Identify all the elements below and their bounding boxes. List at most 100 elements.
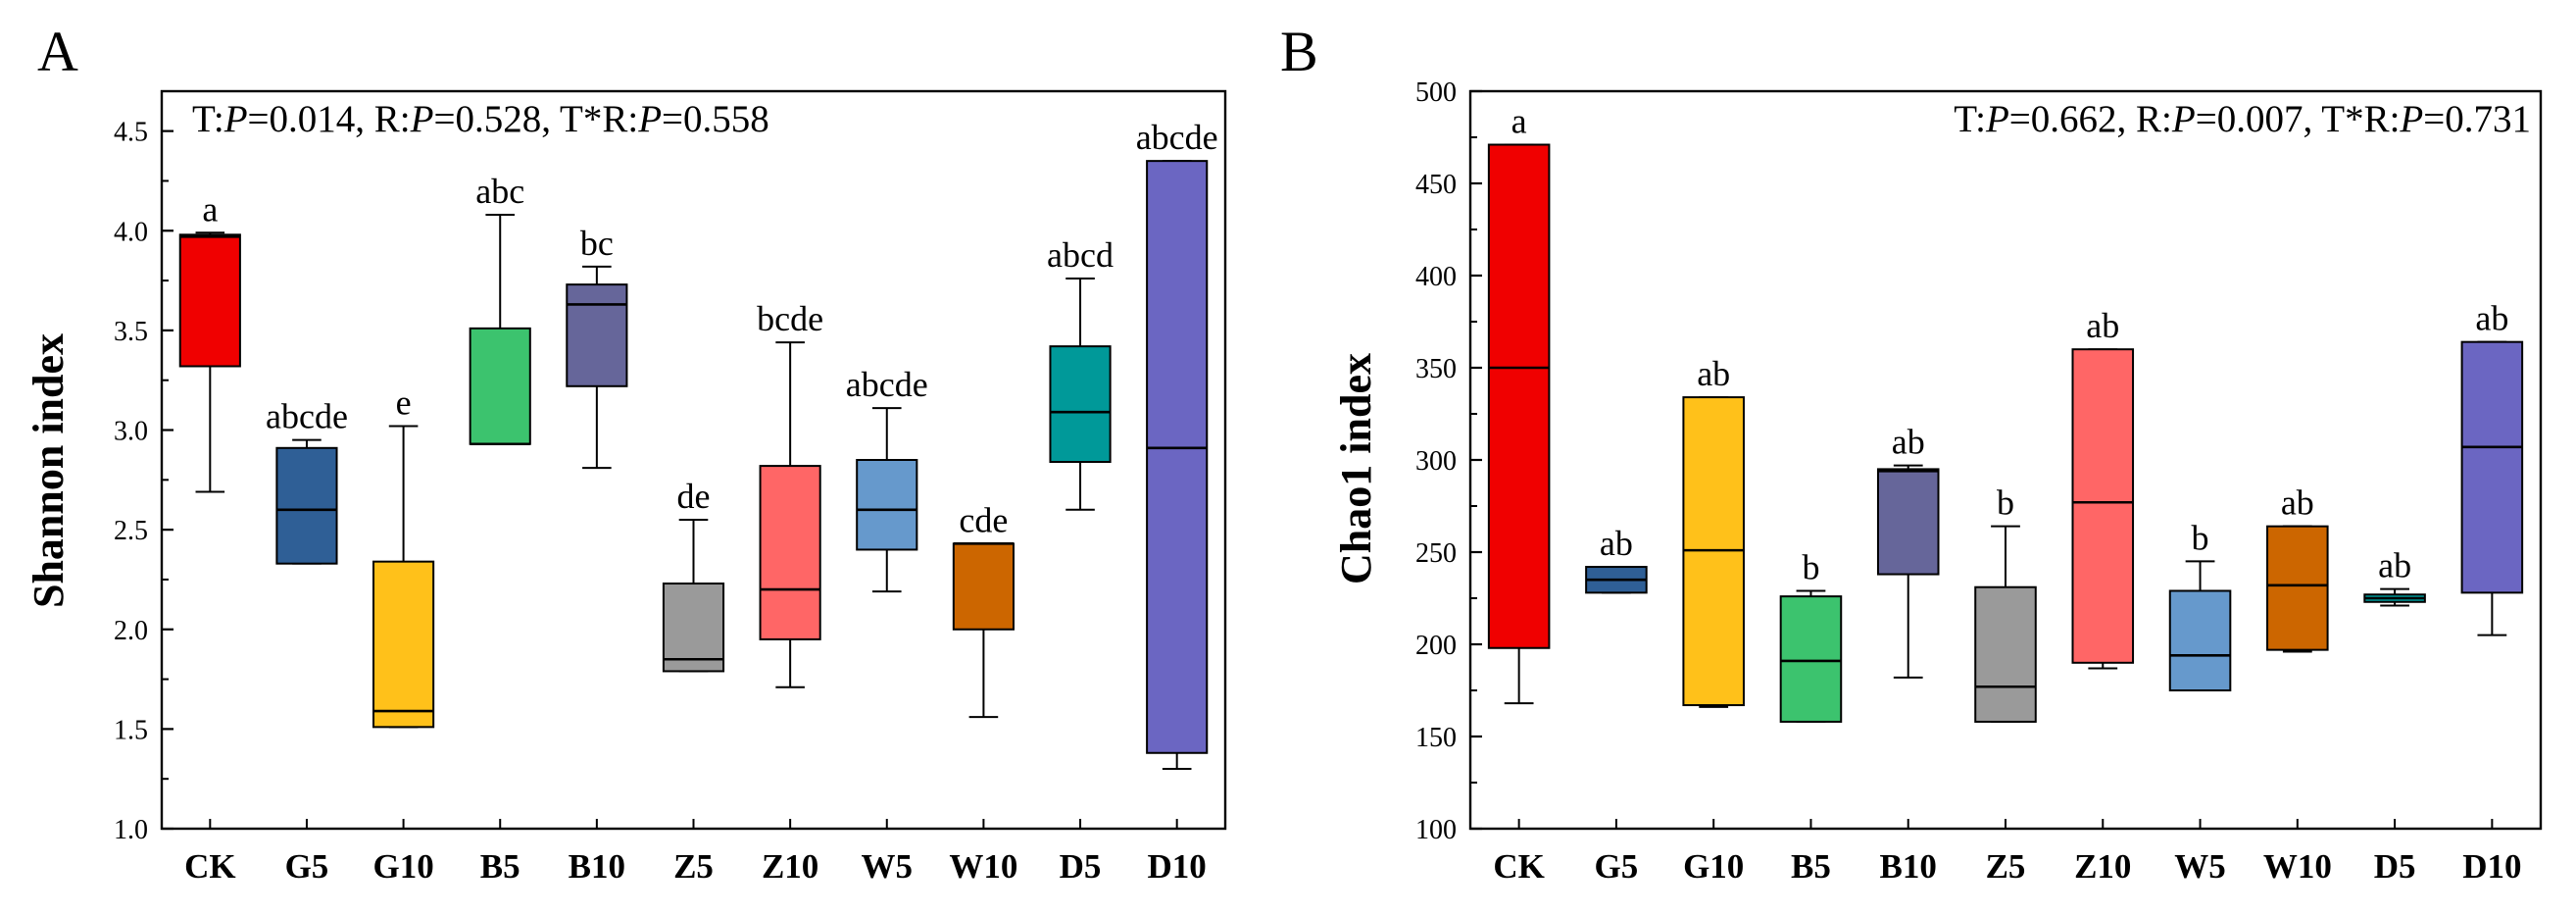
iqr-box [1974, 585, 2037, 723]
category-label: W5 [2174, 847, 2226, 886]
significance-letter: b [1802, 547, 1819, 586]
box-b5: b [1779, 547, 1843, 723]
chao1-plot: 100 150 200 250 300 350 400 450 500 a CK ab G5 ab G10 b… [1415, 77, 2543, 886]
category-label: Z10 [2074, 847, 2131, 886]
y-tick-label: 2.0 [114, 616, 148, 646]
category-label: D5 [2374, 847, 2416, 886]
significance-letter: ab [2475, 299, 2508, 338]
y-tick-label: 1.0 [114, 815, 148, 845]
significance-letter: abcde [846, 365, 928, 404]
y-tick-label: 150 [1415, 723, 1457, 753]
significance-letter: ab [1600, 524, 1633, 563]
y-tick-label: 100 [1415, 815, 1457, 845]
box-d10: abcde [1136, 118, 1218, 771]
box-z10: bcde [757, 299, 823, 688]
box-w10: ab [2266, 483, 2329, 653]
significance-letter: de [677, 477, 711, 516]
box-g10: e [372, 382, 435, 729]
panel-a: A 1.01.52.02.53.03.54.04.5aCKabcdeG5eG10… [25, 20, 1227, 886]
box-ck: a [178, 189, 241, 493]
iqr-box [1487, 143, 1551, 649]
significance-letter: bc [580, 224, 614, 263]
iqr-box [2266, 525, 2329, 651]
category-label: B10 [569, 847, 625, 886]
box-d5: ab [2363, 546, 2426, 607]
category-label: G10 [1683, 847, 1744, 886]
significance-letter: abcde [266, 397, 348, 436]
category-label: B5 [1791, 847, 1831, 886]
y-tick-label: 2.5 [114, 516, 148, 546]
shannon-y-axis-label: Shannon index [25, 333, 73, 608]
category-label: G10 [372, 847, 433, 886]
y-tick-label: 200 [1415, 631, 1457, 661]
iqr-box [2168, 589, 2232, 691]
y-tick-label: 4.0 [114, 217, 148, 247]
iqr-box [1146, 160, 1209, 754]
y-tick-label: 3.0 [114, 417, 148, 447]
shannon-stats-text: T:P=0.014, R:P=0.528, T*R:P=0.558 [192, 98, 769, 140]
significance-letter: ab [1892, 423, 1925, 462]
category-label: G5 [285, 847, 329, 886]
significance-letter: a [202, 189, 218, 228]
chao1-y-axis-label: Chao1 index [1332, 353, 1380, 584]
significance-letter: cde [959, 500, 1008, 539]
iqr-box [372, 560, 435, 729]
iqr-box [1049, 345, 1112, 464]
y-tick-label: 450 [1415, 170, 1457, 200]
significance-letter: ab [2281, 483, 2314, 523]
significance-letter: ab [2086, 306, 2119, 345]
significance-letter: b [2192, 518, 2209, 557]
iqr-box [2460, 340, 2524, 594]
iqr-box [662, 583, 725, 673]
significance-letter: e [396, 382, 412, 422]
category-label: W10 [949, 847, 1017, 886]
significance-letter: ab [2378, 546, 2411, 585]
panel-a-label: A [37, 20, 78, 83]
y-tick-label: 300 [1415, 446, 1457, 477]
significance-letter: bcde [757, 299, 823, 338]
box-z5: b [1974, 483, 2037, 723]
category-label: D5 [1060, 847, 1102, 886]
iqr-box [1876, 468, 1940, 576]
y-tick-label: 500 [1415, 77, 1457, 108]
category-label: CK [184, 847, 236, 886]
category-label: D10 [1148, 847, 1207, 886]
box-w5: abcde [846, 365, 928, 593]
category-label: W5 [862, 847, 914, 886]
iqr-box [566, 283, 628, 387]
box-z10: ab [2071, 306, 2135, 670]
y-tick-label: 3.5 [114, 317, 148, 347]
iqr-box [1779, 595, 1843, 723]
significance-letter: abcde [1136, 118, 1218, 157]
iqr-box [952, 542, 1015, 631]
iqr-box [759, 465, 821, 640]
box-g5: abcde [266, 397, 348, 565]
iqr-box [469, 327, 531, 445]
panel-b-label: B [1280, 20, 1318, 83]
category-label: Z5 [1986, 847, 2026, 886]
category-label: B10 [1880, 847, 1937, 886]
iqr-box [2071, 348, 2135, 664]
category-label: CK [1493, 847, 1545, 886]
box-b5: abc [469, 172, 531, 446]
panel-b: B 100 150 200 250 300 350 400 450 500 a CK ab G5 ab G1… [1280, 20, 2543, 886]
y-tick-label: 400 [1415, 262, 1457, 292]
iqr-box [178, 233, 241, 368]
significance-letter: abc [475, 172, 524, 211]
y-tick-label: 1.5 [114, 715, 148, 745]
box-ck: a [1487, 102, 1551, 705]
significance-letter: abcd [1047, 235, 1114, 275]
category-label: D10 [2462, 847, 2521, 886]
category-label: W10 [2263, 847, 2332, 886]
box-b10: ab [1876, 423, 1940, 679]
category-label: B5 [480, 847, 520, 886]
significance-letter: a [1511, 102, 1527, 141]
y-tick-label: 4.5 [114, 118, 148, 148]
category-label: Z10 [762, 847, 818, 886]
significance-letter: b [1997, 483, 2014, 523]
shannon-plot: 1.01.52.02.53.03.54.04.5aCKabcdeG5eG10ab… [114, 89, 1227, 886]
box-w5: b [2168, 518, 2232, 691]
iqr-box [856, 459, 918, 551]
box-d5: abcd [1047, 235, 1114, 511]
